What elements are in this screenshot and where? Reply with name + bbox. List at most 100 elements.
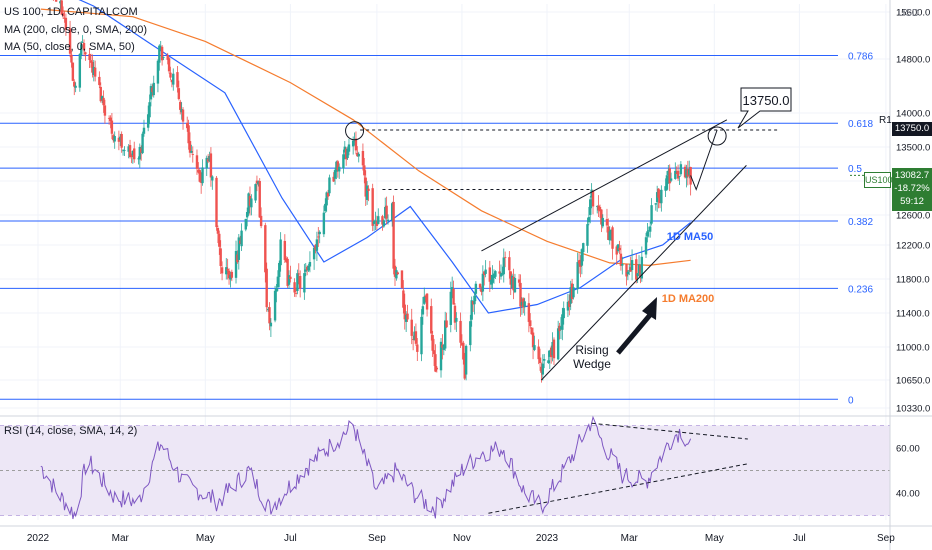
candle [537,339,540,365]
candle-body [577,260,581,264]
candle [365,181,369,205]
currency-label: USD [898,8,919,19]
candle [187,119,190,150]
candle-body [491,274,494,283]
candle-body [561,314,564,330]
candle [648,221,652,238]
candle [318,230,321,244]
candle [100,95,104,104]
candle-body [608,231,611,241]
candle-body [395,270,398,279]
wedge-label-line1: Rising [575,343,608,357]
candle [229,271,232,288]
candle-body [275,288,278,292]
candle [103,99,107,124]
candle-body [499,273,503,277]
candle [276,270,280,292]
candle [520,297,524,315]
candle [531,327,535,360]
candle-body [278,262,281,278]
candle-body [392,201,395,269]
candle-body [191,154,194,155]
candle-body [386,219,390,221]
candle [54,0,58,2]
candle [582,242,585,262]
candle [285,256,288,263]
candle [523,297,526,316]
candle [371,183,374,232]
candle [338,163,341,179]
candle [120,131,123,153]
candle [197,162,200,174]
candle [343,141,346,160]
candle [264,222,267,283]
candle-body [637,264,641,274]
candle [230,269,234,282]
candle-body [141,133,144,154]
candle [503,251,507,268]
candle-body [356,152,359,157]
candle [414,323,418,346]
candle [112,133,115,143]
candle [577,253,581,274]
candle [92,60,95,82]
candle-body [374,220,377,222]
candle-body [54,0,58,2]
candle-body [215,177,218,228]
candle [628,263,631,276]
candle [190,144,193,154]
candle-body [133,148,136,160]
candle-body [167,58,171,72]
candle-body [336,161,340,171]
candle-body [248,195,252,206]
candle [512,268,515,300]
candle [73,79,76,96]
candle-body [654,203,657,205]
candle-body [530,327,533,335]
candle-body [416,344,419,352]
candle [668,164,671,192]
candle-body [92,66,95,76]
candle-body [367,188,370,191]
candle [188,132,192,158]
candle [234,240,238,284]
candle-body [137,158,140,160]
candle [71,62,75,82]
candle-body [205,157,208,169]
candle [226,258,229,280]
fib-label: 0.5 [848,164,862,175]
candle-body [512,276,515,291]
candle [501,266,504,276]
candle [303,263,306,300]
candle-body [346,148,349,159]
candle [286,256,289,288]
candle-body [502,257,505,275]
candle [151,84,154,97]
candle-body [675,173,678,174]
candle [689,166,692,196]
candle [304,263,307,277]
candle [452,280,455,305]
candle [68,20,72,58]
candle [70,49,73,68]
candle [160,44,164,66]
candle [347,138,351,156]
fib-label: 0.786 [848,51,873,62]
candle [590,183,593,209]
candle-body [159,46,162,48]
candle [162,56,165,60]
candle-body [127,146,130,152]
candle [361,143,365,171]
candle-body [338,166,341,172]
candle [141,131,144,155]
y-tick-label: 11400.0 [896,309,930,320]
candle-body [158,45,161,63]
candle [548,349,551,370]
candle-body [333,170,337,179]
candle [127,144,130,159]
candle-body [73,81,76,87]
candle-body [685,169,688,178]
candle-body [455,317,458,322]
candle [598,204,602,218]
